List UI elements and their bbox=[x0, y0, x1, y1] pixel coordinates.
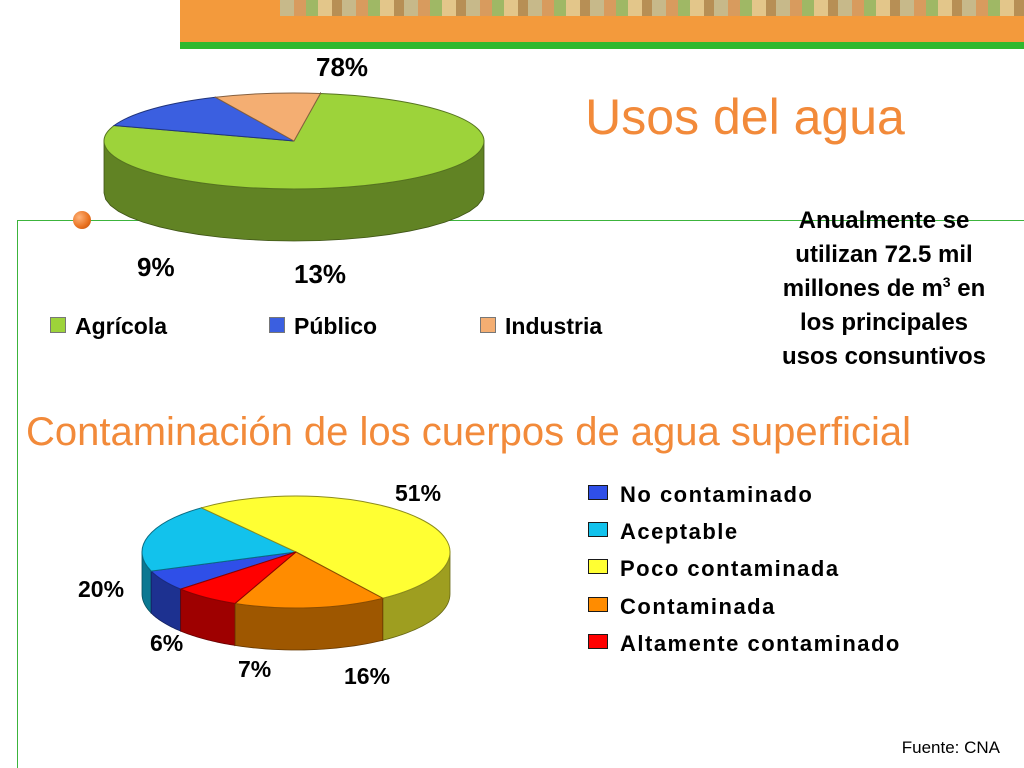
legend-item-industria: Industria bbox=[480, 313, 602, 340]
pie2-label-no-contaminado: 6% bbox=[150, 630, 184, 656]
legend-item-agricola: Agrícola bbox=[50, 313, 167, 340]
legend-item-no-contaminado: No contaminado bbox=[588, 482, 813, 508]
legend-label-no-contaminado: No contaminado bbox=[620, 482, 814, 507]
source-note: Fuente: CNA bbox=[901, 738, 1000, 757]
water-use-pie-chart bbox=[103, 91, 485, 242]
section-title: Contaminación de los cuerpos de agua sup… bbox=[26, 410, 911, 454]
legend-item-poco-contaminada: Poco contaminada bbox=[588, 556, 840, 582]
info-line-5: usos consuntivos bbox=[781, 343, 987, 370]
legend-swatch-publico bbox=[269, 317, 285, 333]
pie1-tops bbox=[103, 92, 485, 190]
legend-swatch-no-contaminado bbox=[588, 485, 608, 500]
divider-horizontal bbox=[17, 220, 1024, 221]
legend-swatch-altamente-contaminado bbox=[588, 634, 608, 649]
legend-item-publico: Público bbox=[269, 313, 377, 340]
slide-title: Usos del agua bbox=[585, 89, 905, 145]
legend-swatch-agricola bbox=[50, 317, 66, 333]
divider-vertical bbox=[17, 221, 18, 768]
header-green-line bbox=[180, 42, 1024, 49]
legend-label-aceptable: Aceptable bbox=[620, 519, 739, 544]
legend-label-poco-contaminada: Poco contaminada bbox=[620, 556, 840, 581]
annual-usage-text: Anualmente se utilizan 72.5 mil millones… bbox=[756, 204, 1012, 374]
pie1-slice-2 bbox=[213, 92, 322, 142]
info-line-4: los principales bbox=[799, 309, 969, 336]
legend-label-altamente-contaminado: Altamente contaminado bbox=[620, 631, 901, 656]
pie1-slice-1 bbox=[112, 96, 295, 142]
banner-orange-strip bbox=[180, 16, 1024, 42]
pie2-label-altamente: 7% bbox=[238, 656, 272, 682]
legend-item-aceptable: Aceptable bbox=[588, 519, 739, 545]
legend-swatch-industria bbox=[480, 317, 496, 333]
pie1-label-agricola: 78% bbox=[316, 52, 369, 82]
banner-photo-strip bbox=[280, 0, 1024, 16]
pie1-label-publico: 13% bbox=[294, 259, 347, 289]
banner-orange-block bbox=[180, 0, 280, 16]
legend-label-industria: Industria bbox=[505, 313, 603, 339]
info-line-1: Anualmente se bbox=[798, 207, 970, 234]
legend-item-contaminada: Contaminada bbox=[588, 594, 776, 620]
info-line-2: utilizan 72.5 mil bbox=[795, 241, 973, 268]
header-banner bbox=[180, 0, 1024, 42]
legend-label-contaminada: Contaminada bbox=[620, 594, 776, 619]
pie1-label-industria: 9% bbox=[137, 252, 175, 282]
pie2-label-contaminada: 16% bbox=[344, 663, 391, 689]
info-line-3a: millones de m bbox=[782, 275, 943, 302]
info-line-3b: en bbox=[950, 275, 986, 302]
pie2-label-aceptable: 20% bbox=[78, 576, 125, 602]
info-line-3: millones de m3 en bbox=[756, 272, 1012, 306]
legend-label-agricola: Agrícola bbox=[75, 313, 168, 339]
legend-swatch-poco-contaminada bbox=[588, 559, 608, 574]
orange-bullet-icon bbox=[73, 211, 91, 229]
legend-swatch-contaminada bbox=[588, 597, 608, 612]
legend-label-publico: Público bbox=[294, 313, 378, 339]
pie2-slice-1 bbox=[141, 507, 298, 572]
legend-item-altamente-contaminado: Altamente contaminado bbox=[588, 631, 901, 657]
pie2-label-poco: 51% bbox=[395, 480, 442, 506]
pie2-tops bbox=[141, 495, 451, 609]
pie2-slice-2 bbox=[199, 495, 451, 599]
pie2-slice-3 bbox=[233, 551, 385, 609]
cubic-superscript: 3 bbox=[942, 274, 951, 290]
pie2-slice-4 bbox=[179, 551, 297, 604]
legend-swatch-aceptable bbox=[588, 522, 608, 537]
